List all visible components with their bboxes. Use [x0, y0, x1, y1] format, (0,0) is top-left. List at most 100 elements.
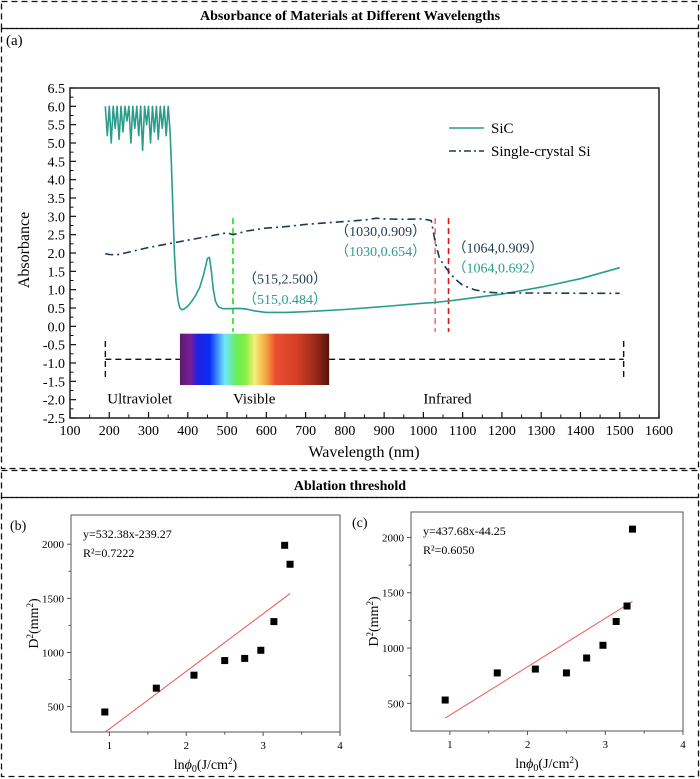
data-point — [628, 525, 636, 533]
fit-line — [104, 593, 291, 733]
panel-b-ablation-chart: (b) 1 2 3 4 500 1000 1500 2000 lnϕ0(J/cm2) D2(mm2… — [10, 514, 343, 775]
bottom-title-frame — [0, 469, 700, 499]
x-tick-label: 1000 — [409, 424, 437, 439]
x-tick-label: 200 — [99, 424, 120, 439]
y-tick-label: -2.0 — [43, 394, 65, 409]
x-tick-label: 1100 — [449, 424, 476, 439]
data-annotation: （515,2.500） — [243, 272, 327, 288]
x-tick-label: 500 — [217, 424, 238, 439]
fit-line — [444, 600, 633, 719]
data-point — [286, 560, 294, 568]
y-tick-label: 2000 — [42, 539, 65, 551]
x-tick-label: 900 — [374, 424, 395, 439]
data-point — [612, 618, 620, 625]
legend-sic-label: SiC — [491, 121, 514, 137]
y-tick-label: 1.0 — [48, 284, 66, 299]
x-tick-label: 1 — [447, 739, 453, 751]
data-point — [623, 602, 631, 610]
x-tick-label: 1500 — [606, 424, 634, 439]
data-point — [562, 669, 570, 677]
y-tick-label: -1.0 — [43, 357, 65, 372]
data-point — [281, 541, 289, 549]
y-tick-label: 6.0 — [48, 100, 66, 115]
y-tick-label: 2.5 — [48, 229, 66, 244]
x-tick-label: 3 — [603, 739, 609, 751]
x-tick-label: 1400 — [566, 424, 594, 439]
region-label: Visible — [233, 392, 276, 408]
y-tick-label: 1000 — [42, 647, 65, 659]
bottom-panels-frame — [0, 496, 700, 778]
panel-a-y-axis-label: Absorbance — [16, 212, 33, 288]
y-axis-label: D2(mm2) — [25, 598, 42, 649]
x-tick-label: 1 — [107, 740, 113, 752]
x-tick-label: 1300 — [527, 424, 555, 439]
x-tick-label: 600 — [256, 424, 277, 439]
fit-r-squared: R²=0.6050 — [423, 543, 474, 557]
y-tick-label: -0.5 — [43, 339, 65, 354]
data-annotation: （1064,0.692） — [453, 261, 544, 277]
x-axis-label: lnϕ0(J/cm2) — [515, 755, 579, 774]
region-label: Infrared — [423, 392, 472, 408]
panel-a-absorbance-chart: (a) Absorbance Wavelength (nm) 100 200 300… — [6, 33, 673, 461]
panel-a-frame — [0, 27, 700, 470]
data-point — [241, 654, 249, 662]
x-tick-label: 400 — [177, 424, 198, 439]
x-tick-label: 2 — [525, 739, 531, 751]
y-tick-label: 500 — [388, 698, 405, 710]
x-tick-label: 800 — [334, 424, 355, 439]
x-tick-label: 100 — [60, 424, 81, 439]
legend-si-label: Single-crystal Si — [491, 144, 591, 160]
y-tick-label: 0.0 — [48, 320, 66, 335]
plot-frame — [70, 514, 341, 733]
data-point — [152, 684, 160, 692]
y-tick-label: 5.5 — [48, 119, 66, 134]
y-tick-label: 1000 — [382, 643, 405, 655]
data-point — [101, 708, 109, 716]
y-tick-label: 3.0 — [48, 210, 66, 225]
x-tick-label: 3 — [260, 740, 266, 752]
data-annotation: （1030,0.909） — [335, 224, 426, 240]
region-label: Ultraviolet — [107, 392, 173, 408]
data-point — [270, 618, 278, 626]
panel-c-ablation-chart: (c) 1 2 3 4 500 1000 1500 2000 lnϕ0(J/cm2) D2(mm2… — [352, 511, 686, 774]
data-point — [190, 671, 198, 679]
visible-spectrum-bar — [179, 333, 330, 385]
y-tick-label: 1500 — [42, 593, 65, 605]
y-tick-label: 3.5 — [48, 192, 66, 207]
plot-frame — [410, 511, 684, 732]
y-tick-label: 4.0 — [48, 174, 66, 189]
fit-equation: y=437.68x-44.25 — [423, 524, 506, 538]
data-annotation: （1064,0.909） — [453, 241, 544, 257]
top-section-title: Absorbance of Materials at Different Wav… — [200, 9, 501, 24]
y-tick-label: 0.5 — [48, 302, 66, 317]
y-tick-label: -1.5 — [43, 375, 65, 390]
x-tick-label: 700 — [295, 424, 316, 439]
y-tick-label: 1500 — [382, 588, 405, 600]
panel-a-plot-frame — [69, 87, 660, 419]
data-point — [599, 641, 607, 649]
panel-c-label: (c) — [352, 516, 368, 531]
x-tick-label: 4 — [337, 740, 343, 752]
data-point — [441, 696, 449, 704]
series-single-crystal-si-line — [105, 217, 620, 295]
y-tick-label: -2.5 — [43, 412, 65, 427]
bottom-section-title: Ablation threshold — [294, 479, 406, 494]
y-axis-label: D2(mm2) — [365, 596, 382, 647]
data-annotation: （515,0.484） — [243, 292, 327, 308]
x-tick-label: 2 — [184, 740, 190, 752]
data-point — [221, 657, 229, 665]
x-tick-label: 300 — [138, 424, 159, 439]
x-tick-label: 1600 — [645, 424, 673, 439]
fit-r-squared: R²=0.7222 — [83, 546, 134, 560]
top-title-frame — [0, 0, 700, 30]
fit-equation: y=532.38x-239.27 — [83, 527, 172, 541]
series-sic-line — [104, 105, 620, 314]
data-annotation: （1030,0.654） — [335, 244, 426, 260]
y-tick-label: 500 — [48, 702, 65, 714]
y-tick-label: 1.5 — [48, 265, 66, 280]
data-point — [257, 646, 265, 654]
y-tick-label: 6.5 — [48, 82, 66, 97]
panel-a-x-axis-label: Wavelength (nm) — [308, 444, 419, 461]
